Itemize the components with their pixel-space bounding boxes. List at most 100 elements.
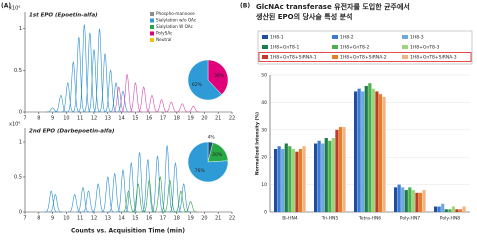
- peak: [128, 82, 143, 113]
- x-tick-label: 12: [91, 216, 97, 222]
- peak: [91, 183, 105, 213]
- legend-swatch: [402, 35, 408, 39]
- legend-label: 1H8-1: [270, 35, 284, 41]
- peak: [112, 86, 126, 113]
- y-axis-label: Normalized Intensity (%): [255, 112, 261, 175]
- bar: [458, 209, 463, 212]
- chart-title: 1st EPO (Epoetin-alfa): [29, 13, 98, 19]
- legend-label: Neutral: [156, 37, 171, 42]
- x-tick-label: 10: [63, 116, 69, 122]
- legend-swatch: [150, 31, 154, 36]
- legend-swatch: [262, 55, 268, 59]
- x-tick-label: 7: [23, 116, 26, 122]
- x-tick-label: 15: [132, 216, 138, 222]
- pie-label: 20%: [212, 152, 223, 158]
- y-tick-label: 20: [261, 155, 267, 161]
- x-tick-label: 14: [118, 116, 124, 122]
- x-tick-label: 21: [215, 216, 221, 222]
- legend-label: 1H8+GnT8+SiRNA-1: [270, 55, 317, 61]
- peak: [175, 103, 189, 113]
- bar: [342, 127, 346, 212]
- peak: [77, 24, 91, 113]
- peak: [98, 53, 112, 113]
- legend-swatch: [150, 12, 154, 16]
- x-tick-label: 20: [201, 216, 207, 222]
- peak: [87, 49, 101, 113]
- peak: [76, 186, 90, 213]
- bar: [434, 206, 438, 212]
- x-tick-label: 16: [146, 216, 152, 222]
- bar: [281, 148, 285, 212]
- x-tick-label: Tri-HN5: [321, 216, 339, 222]
- panel-label: (A): [1, 3, 11, 10]
- peak: [72, 36, 86, 113]
- bar: [408, 187, 412, 212]
- x-tick-label: 19: [187, 116, 193, 122]
- pie-label: 4%: [208, 135, 216, 141]
- bar: [418, 192, 423, 212]
- x-tick-label: 9: [51, 216, 54, 222]
- y-unit: x10⁶: [9, 122, 20, 128]
- bar: [288, 146, 292, 212]
- bar: [404, 190, 408, 212]
- peak: [183, 201, 198, 213]
- bar: [317, 140, 321, 212]
- x-axis-label: Counts vs. Acquisition Time (min): [71, 228, 185, 235]
- y-tick-label: 1: [19, 140, 22, 146]
- bar: [378, 94, 383, 212]
- legend-label: 1H8+GnT8+SiRNA-2: [340, 55, 387, 61]
- legend-label: 1H8+GnT8+SiRNA-3: [410, 55, 457, 61]
- bar: [375, 91, 379, 212]
- y-tick-label: 0.5: [14, 68, 22, 74]
- x-tick-label: 18: [174, 116, 180, 122]
- peak: [68, 194, 82, 213]
- bar: [354, 91, 358, 212]
- bar: [364, 85, 368, 212]
- x-tick-label: 9: [51, 116, 54, 122]
- peak: [131, 183, 145, 213]
- bar: [368, 83, 372, 212]
- x-tick-label: 16: [146, 116, 152, 122]
- x-tick-label: Poly-HN8: [440, 216, 461, 222]
- peak: [92, 28, 107, 113]
- peak: [153, 176, 167, 213]
- peak: [141, 159, 155, 213]
- peak: [81, 190, 96, 213]
- pie-slice: [207, 59, 229, 95]
- y-tick-label: 0.5: [14, 175, 22, 181]
- bar: [302, 146, 306, 212]
- y-tick-label: 10: [261, 182, 267, 188]
- bar: [422, 190, 426, 212]
- x-tick-label: 13: [105, 116, 111, 122]
- pie-label: 62%: [192, 82, 203, 88]
- bar: [295, 151, 299, 212]
- panel-label: (B): [240, 3, 250, 10]
- legend-label: Sialylation W OAc: [156, 24, 194, 29]
- x-tick-label: Tetra-HN6: [358, 216, 381, 222]
- x-tick-label: 13: [105, 216, 111, 222]
- pie-label: 76%: [195, 168, 206, 174]
- bar: [444, 209, 448, 212]
- peak: [108, 172, 122, 213]
- bar: [415, 192, 419, 212]
- peak: [61, 82, 75, 113]
- chart-title: 2nd EPO (Darbepoetin-alfa): [29, 129, 115, 135]
- legend-swatch: [332, 35, 338, 39]
- x-tick-label: 20: [201, 116, 207, 122]
- bar: [274, 148, 278, 212]
- legend-label: 1H8+GnT8-3: [410, 45, 439, 51]
- peak: [54, 94, 68, 113]
- bar: [455, 209, 459, 212]
- x-tick-label: 17: [160, 216, 166, 222]
- x-tick-label: 22: [229, 216, 235, 222]
- y-tick-label: 50: [261, 73, 267, 79]
- peak: [120, 73, 134, 113]
- bar: [462, 206, 466, 212]
- pie-slice: [187, 141, 229, 183]
- legend-label: Sialylation w/o OAc: [156, 18, 197, 23]
- peak: [163, 179, 177, 213]
- peak: [121, 190, 136, 213]
- legend-swatch: [332, 45, 338, 49]
- peak: [132, 152, 147, 213]
- bar: [371, 88, 375, 212]
